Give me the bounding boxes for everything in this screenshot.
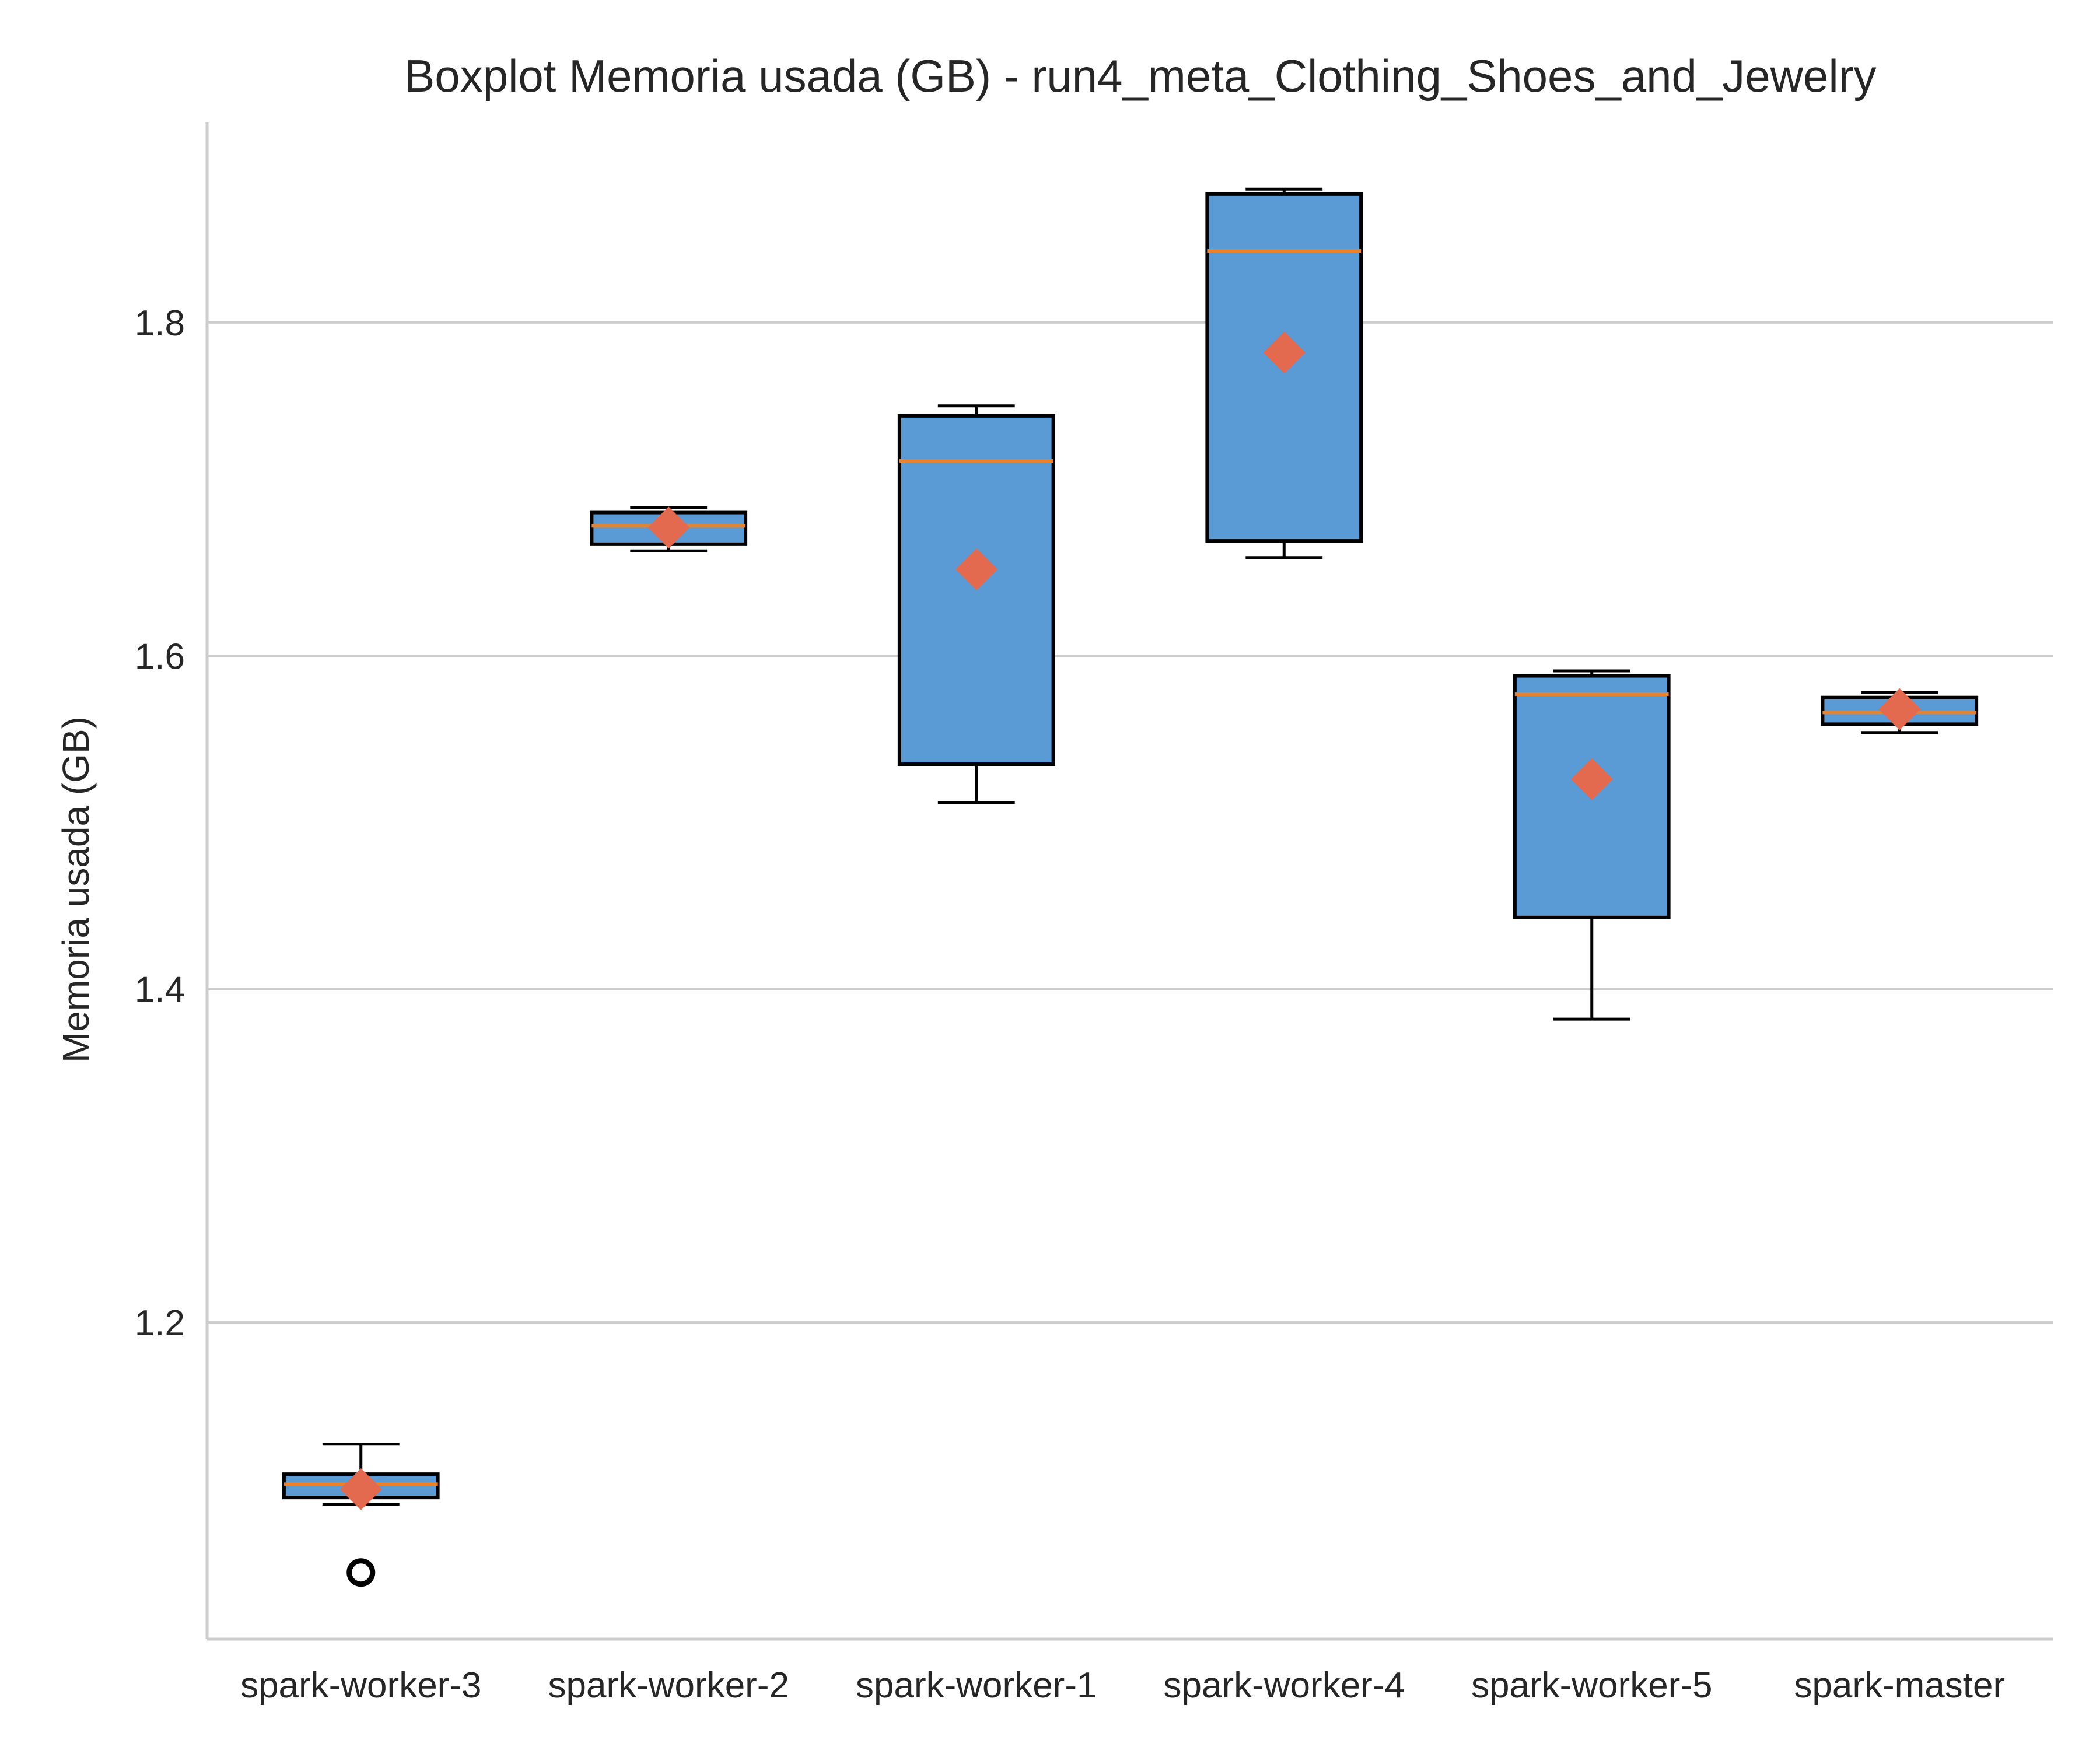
box-group	[282, 187, 1979, 1587]
y-tick-label: 1.6	[135, 636, 185, 677]
y-tick-label: 1.2	[135, 1303, 185, 1343]
box-spark-worker-5	[1513, 669, 1671, 1021]
mean-marker	[955, 548, 998, 590]
y-tick-label: 1.4	[135, 970, 185, 1010]
x-tick-label: spark-worker-3	[240, 1665, 481, 1706]
axis-spines	[205, 123, 2053, 1641]
x-tick-label: spark-master	[1794, 1665, 2005, 1706]
box-spark-worker-3	[282, 1443, 440, 1587]
mean-marker	[648, 506, 690, 549]
mean-marker	[1878, 688, 1921, 730]
chart-title: Boxplot Memoria usada (GB) - run4_meta_C…	[404, 50, 1876, 102]
mean-marker	[1263, 331, 1306, 374]
box-spark-worker-2	[590, 506, 748, 552]
box-spark-master	[1821, 688, 1979, 734]
x-axis-ticks: spark-worker-3 spark-worker-2 spark-worker…	[240, 1665, 2005, 1706]
y-axis-label: Memoria usada (GB)	[55, 716, 97, 1063]
x-tick-label: spark-worker-5	[1471, 1665, 1712, 1706]
mean-marker	[340, 1468, 382, 1510]
box-spark-worker-4	[1205, 187, 1363, 559]
gridlines	[207, 321, 2053, 1324]
mean-marker	[1570, 758, 1613, 800]
y-axis-ticks: 1.2 1.4 1.6 1.8	[135, 303, 185, 1343]
y-tick-label: 1.8	[135, 303, 185, 344]
x-tick-label: spark-worker-4	[1164, 1665, 1405, 1706]
outlier-point	[346, 1558, 376, 1587]
x-tick-label: spark-worker-1	[856, 1665, 1097, 1706]
x-tick-label: spark-worker-2	[548, 1665, 789, 1706]
box-spark-worker-1	[897, 404, 1055, 804]
